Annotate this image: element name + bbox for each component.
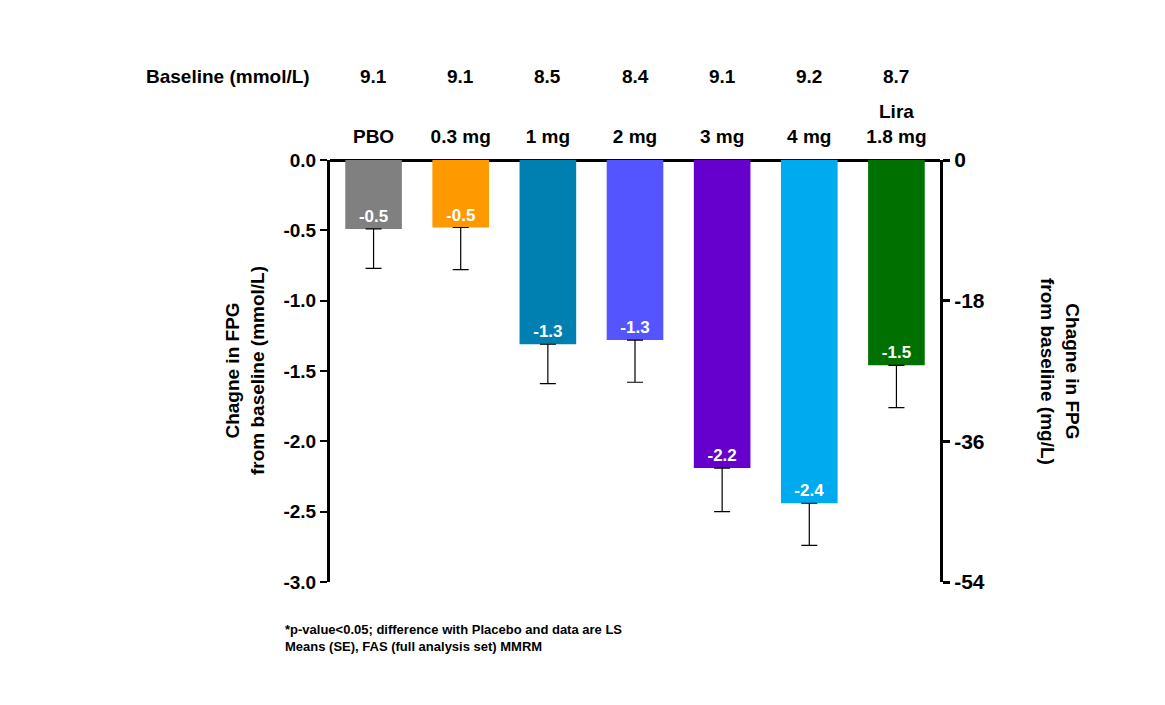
svg-text:9.1: 9.1 [447,66,474,87]
svg-text:Baseline (mmol/L): Baseline (mmol/L) [146,66,310,87]
svg-text:-1.5: -1.5 [283,361,316,382]
svg-text:2 mg: 2 mg [613,126,657,147]
svg-text:8.7: 8.7 [883,66,909,87]
svg-text:-18: -18 [954,289,985,312]
svg-text:-36: -36 [954,430,984,453]
svg-text:PBO: PBO [353,126,394,147]
svg-text:-2.4: -2.4 [794,481,824,500]
svg-text:-0.5: -0.5 [446,206,475,225]
svg-text:0: 0 [954,148,966,171]
svg-text:9.2: 9.2 [796,66,822,87]
svg-text:Lira1.8 mg: Lira1.8 mg [866,102,926,148]
svg-text:0.0: 0.0 [290,150,316,171]
svg-text:*p-value<0.05; difference with: *p-value<0.05; difference with Placebo a… [285,622,622,654]
svg-text:8.5: 8.5 [534,66,561,87]
svg-text:9.1: 9.1 [709,66,736,87]
svg-text:-0.5: -0.5 [283,220,316,241]
svg-text:-54: -54 [954,570,985,593]
svg-text:-1.3: -1.3 [533,322,562,341]
svg-text:8.4: 8.4 [622,66,649,87]
svg-text:1 mg: 1 mg [526,126,570,147]
svg-text:9.1: 9.1 [360,66,387,87]
svg-text:Chagne in FPGfrom baseline (mm: Chagne in FPGfrom baseline (mmol/L) [222,266,268,475]
svg-text:-2.5: -2.5 [283,501,316,522]
svg-text:4 mg: 4 mg [787,126,831,147]
svg-text:-2.0: -2.0 [283,431,316,452]
svg-text:Chagne in FPGfrom baseline (mg: Chagne in FPGfrom baseline (mg/L) [1037,278,1083,465]
svg-text:0.3 mg: 0.3 mg [431,126,491,147]
svg-text:-1.0: -1.0 [283,290,316,311]
svg-text:-0.5: -0.5 [359,207,388,226]
svg-text:-2.2: -2.2 [707,446,736,465]
svg-text:-1.3: -1.3 [620,318,649,337]
svg-text:-1.5: -1.5 [882,343,911,362]
svg-text:3 mg: 3 mg [700,126,744,147]
svg-text:-3.0: -3.0 [283,572,316,593]
